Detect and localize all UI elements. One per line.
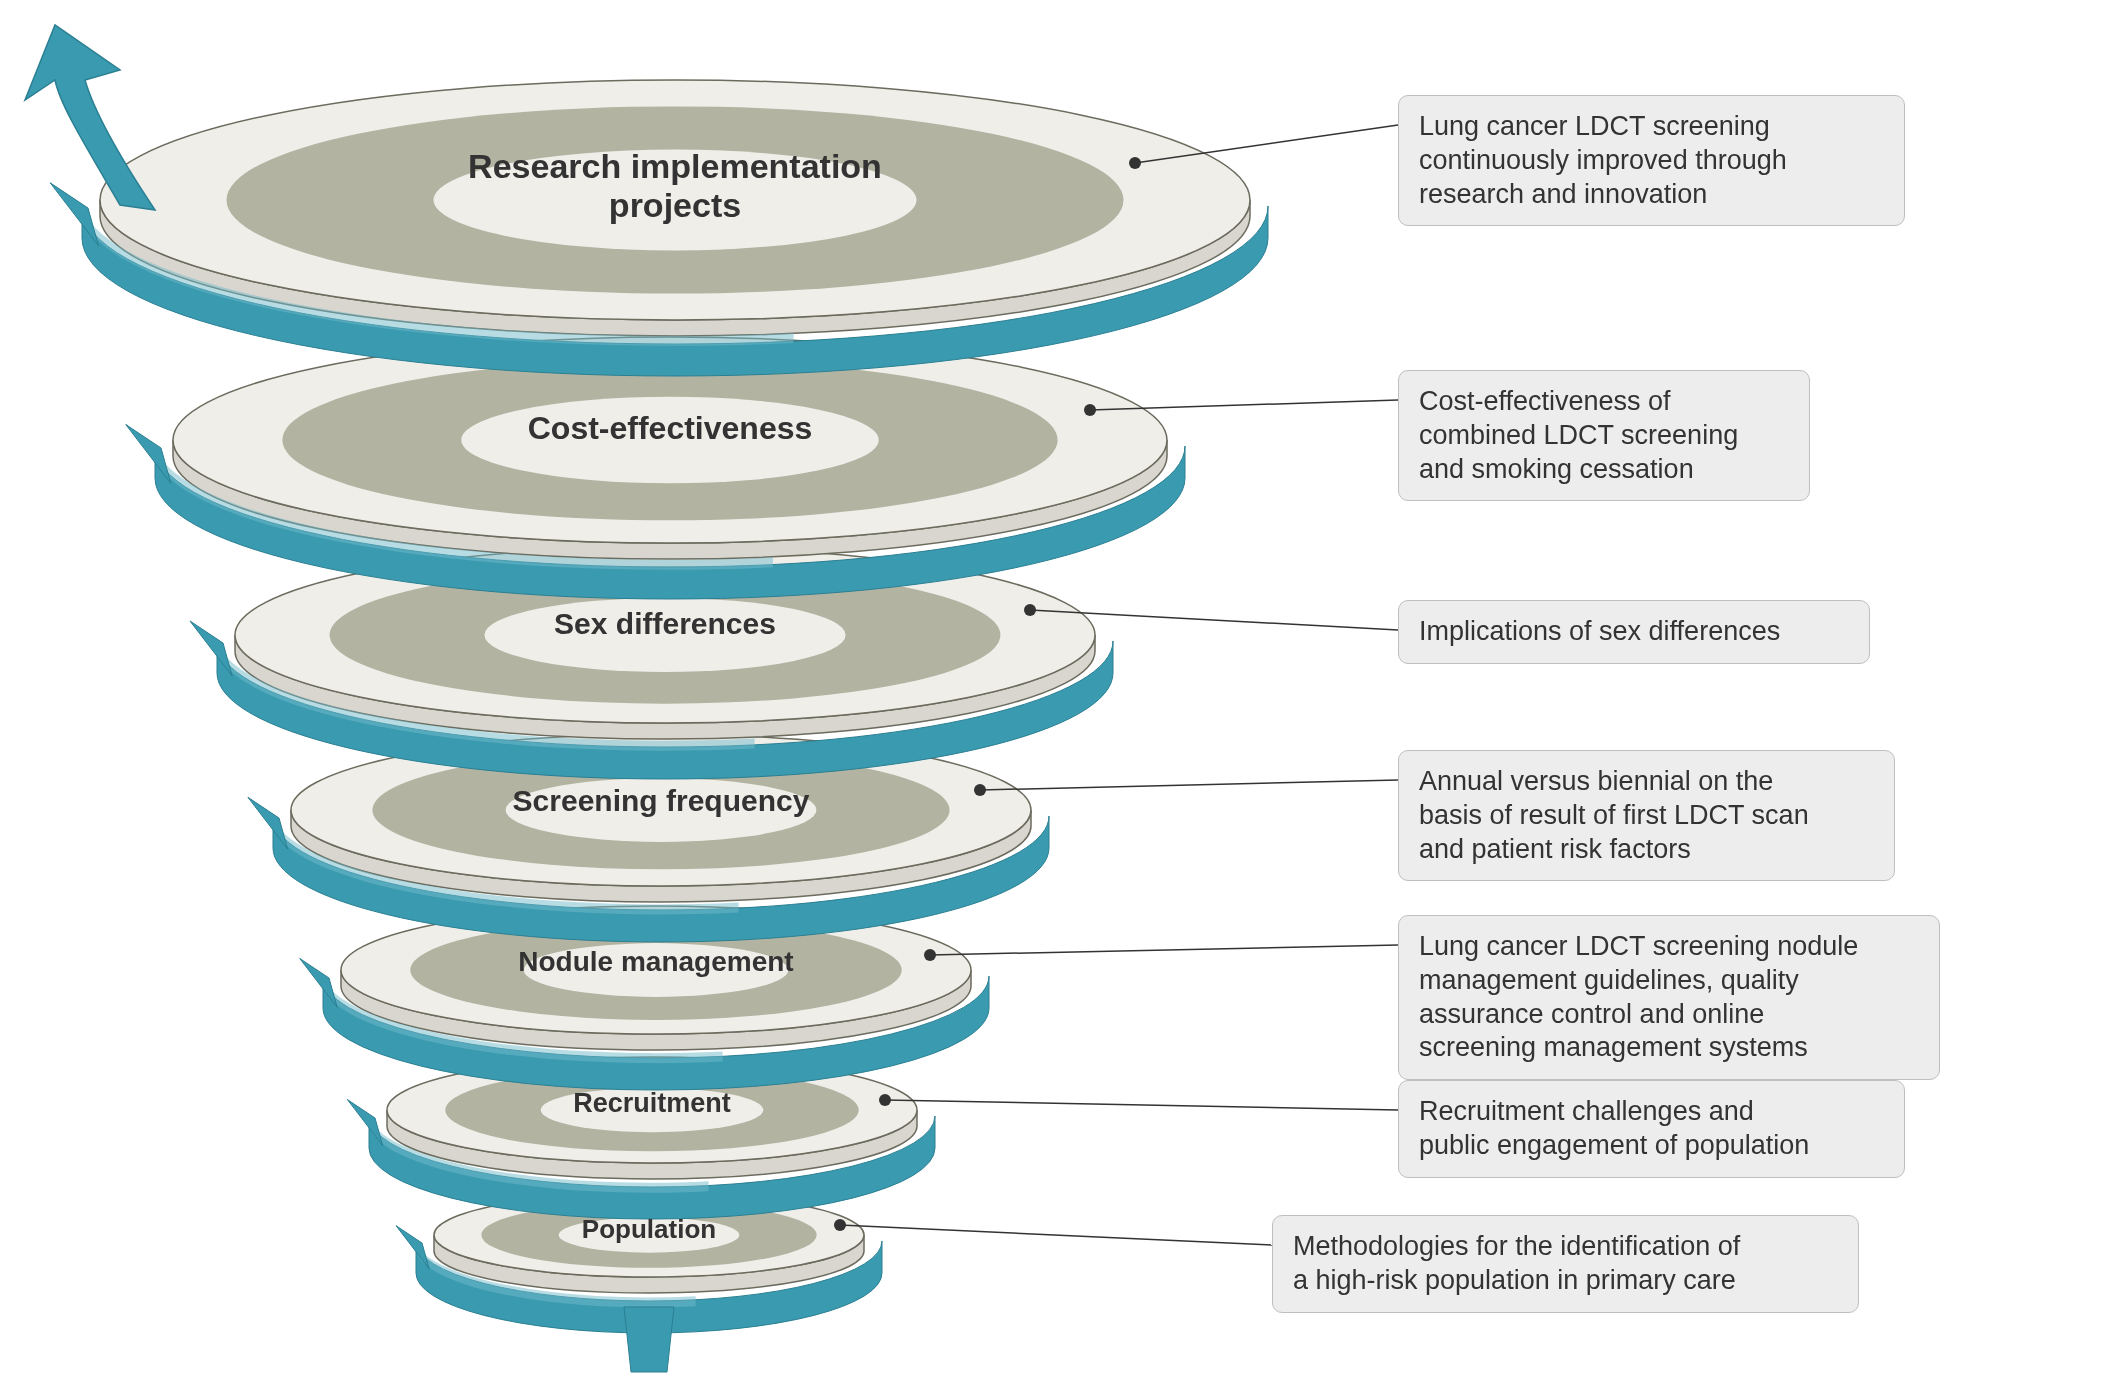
svg-point-27 — [834, 1219, 846, 1231]
